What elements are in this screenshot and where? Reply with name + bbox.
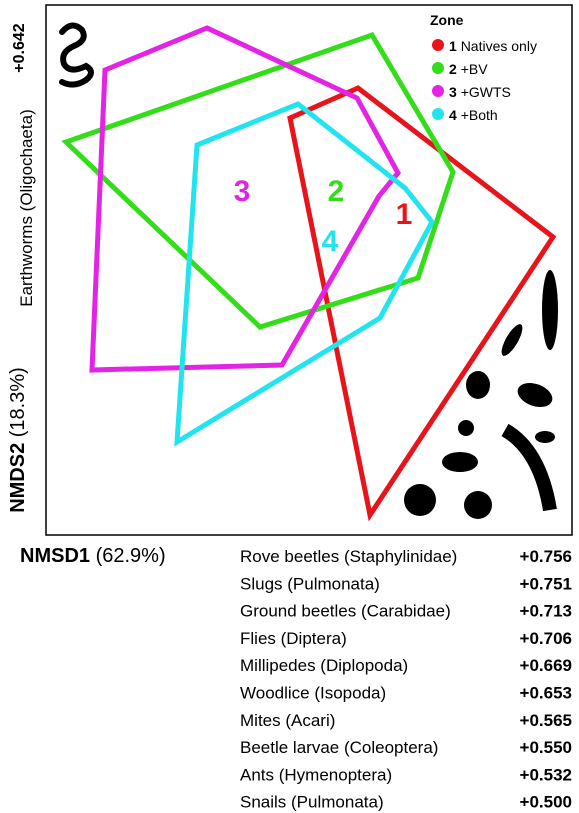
legend-marker [432, 62, 444, 74]
loading-value: +0.550 [520, 738, 572, 757]
snail-icon [464, 491, 492, 519]
loadings-table: Rove beetles (Staphylinidae) +0.756 Slugs … [240, 547, 572, 812]
legend-label: +Both [461, 107, 498, 123]
taxon-name: Mites (Acari) [240, 711, 335, 730]
taxon-name: Woodlice (Isopoda) [240, 684, 386, 703]
ground-beetle-icon [514, 379, 555, 412]
loading-value: +0.653 [520, 684, 572, 703]
legend-label: +GWTS [461, 84, 511, 100]
loading-value: +0.713 [520, 602, 572, 621]
taxon-name: Ground beetles (Carabidae) [240, 602, 451, 621]
taxon-name: Ants (Hymenoptera) [240, 765, 392, 784]
zone-label: 1 [396, 198, 413, 231]
y-axis-variance: (18.3%) [7, 367, 29, 437]
loading-value: +0.565 [520, 711, 572, 730]
y-loading: +0.642 [11, 23, 28, 72]
earthworm-icon [62, 25, 91, 84]
loading-value: +0.500 [520, 793, 572, 812]
mite-icon [458, 420, 474, 436]
legend-number: 4 [449, 107, 457, 123]
taxon-name: Millipedes (Diplopoda) [240, 656, 408, 675]
beetle-larva-icon [404, 484, 436, 516]
legend-marker [432, 39, 444, 51]
taxon-name: Rove beetles (Staphylinidae) [240, 547, 457, 566]
invertebrate-icons [404, 270, 558, 519]
loading-value: +0.751 [520, 574, 572, 593]
y-axis-name: NMDS2 [7, 443, 29, 513]
y-axis-title: NMDS2 (18.3%) [7, 367, 29, 513]
fly-icon [466, 371, 490, 399]
legend-label: +BV [461, 61, 489, 77]
taxon-name: Slugs (Pulmonata) [240, 574, 380, 593]
legend-entry: 2 +BV [449, 61, 488, 77]
x-axis-title: NMSD1 (62.9%) [20, 545, 166, 567]
loading-value: +0.669 [520, 656, 572, 675]
taxon-name: Flies (Diptera) [240, 629, 347, 648]
zone-label: 2 [328, 175, 345, 208]
legend-entry: 3 +GWTS [449, 84, 511, 100]
zone-label: 4 [322, 225, 339, 258]
taxon-name: Snails (Pulmonata) [240, 793, 384, 812]
loading-value: +0.706 [520, 629, 572, 648]
x-axis-name: NMSD1 [20, 545, 90, 567]
hull-zone-1 [290, 88, 553, 515]
legend-entry: 4 +Both [449, 107, 498, 123]
hull-zone-4 [177, 104, 432, 442]
slug-icon [542, 270, 558, 350]
rove-beetle-icon [498, 321, 526, 358]
loading-value: +0.532 [520, 765, 572, 784]
woodlouse-icon [442, 452, 478, 472]
legend-number: 3 [449, 84, 457, 100]
x-axis-variance: (62.9%) [96, 545, 166, 567]
taxon-name: Beetle larvae (Coleoptera) [240, 738, 438, 757]
legend-number: 1 [449, 38, 457, 54]
legend-entry: 1 Natives only [449, 38, 537, 54]
legend-title: Zone [430, 12, 464, 28]
figure: 1 2 3 4 Zone 1 Natives only2 +BV3 +GWTS4… [0, 0, 579, 813]
legend-marker [432, 108, 444, 120]
legend-number: 2 [449, 61, 457, 77]
legend-marker [432, 85, 444, 97]
y-taxon: Earthworms (Oligochaeta) [17, 109, 36, 306]
ant-icon [535, 431, 555, 443]
loading-value: +0.756 [520, 547, 572, 566]
legend-label: Natives only [461, 38, 537, 54]
zone-label: 3 [234, 175, 251, 208]
